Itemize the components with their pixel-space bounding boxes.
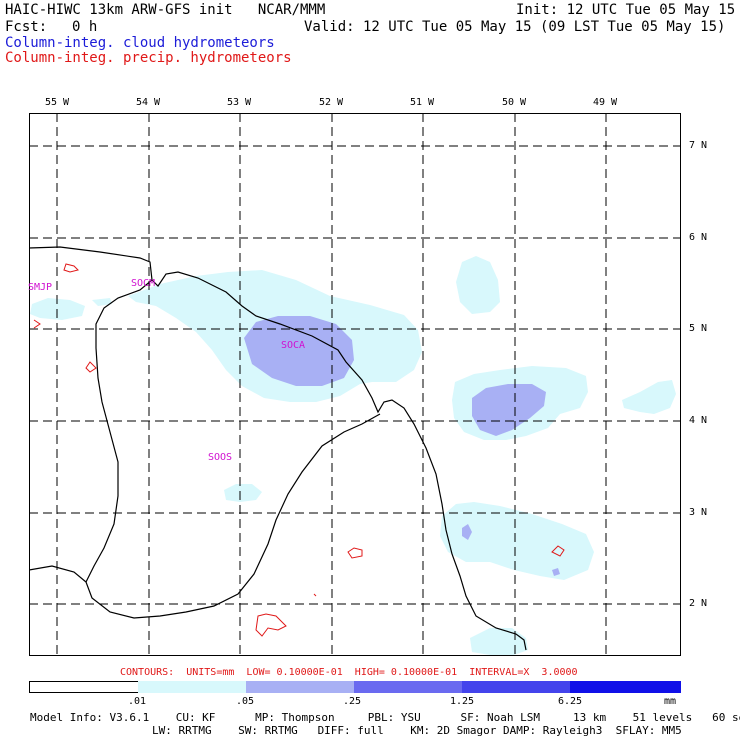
station-label: SMJP [28, 282, 53, 293]
valid-time: Valid: 12 UTC Tue 05 May 15 (09 LST Tue … [304, 19, 726, 35]
colorbar-label: .05 [236, 696, 255, 707]
lat-label: 5 N [689, 323, 708, 334]
lat-label: 6 N [689, 232, 708, 243]
colorbar-segment [246, 681, 354, 693]
lat-label: 4 N [689, 415, 708, 426]
cloud-shading-mid [244, 316, 560, 576]
colorbar-label: 6.25 [558, 696, 583, 707]
lat-lon-grid [29, 113, 681, 656]
contours-info: CONTOURS: UNITS=mm LOW= 0.10000E-01 HIGH… [120, 667, 578, 678]
station-label: SOCM [131, 278, 156, 289]
colorbar-label: 1.25 [450, 696, 475, 707]
forecast-hour: 0 h [72, 19, 98, 35]
colorbar-segment [462, 681, 570, 693]
lat-label: 3 N [689, 507, 708, 518]
map-plot [29, 113, 681, 656]
colorbar-label: .25 [343, 696, 362, 707]
cloud-shading-light [30, 256, 676, 655]
station-label: SOCA [281, 340, 306, 351]
lon-label: 55 W [45, 97, 70, 108]
map-border [29, 113, 681, 656]
colorbar-segment [354, 681, 462, 693]
lon-label: 54 W [136, 97, 161, 108]
colorbar-segment [138, 681, 246, 693]
forecast-label: Fcst: [5, 19, 48, 35]
colorbar-segment [29, 681, 139, 693]
model-info-line2: LW: RRTMG SW: RRTMG DIFF: full KM: 2D Sm… [152, 724, 682, 737]
lon-label: 51 W [410, 97, 435, 108]
field-cloud-label: Column-integ. cloud hydrometeors [5, 35, 275, 51]
coastline [29, 246, 527, 651]
station-label: SOOS [208, 452, 233, 463]
model-title: HAIC-HIWC 13km ARW-GFS init NCAR/MMM [5, 2, 326, 18]
precip-contours [33, 263, 565, 637]
lon-label: 53 W [227, 97, 252, 108]
model-info-line1: Model Info: V3.6.1 CU: KF MP: Thompson P… [30, 711, 740, 724]
colorbar [29, 681, 681, 693]
colorbar-segment [570, 681, 681, 693]
colorbar-label: .01 [128, 696, 147, 707]
init-time: Init: 12 UTC Tue 05 May 15 [516, 2, 736, 18]
lat-label: 7 N [689, 140, 708, 151]
lat-label: 2 N [689, 598, 708, 609]
lon-label: 49 W [593, 97, 618, 108]
colorbar-units: mm [664, 696, 677, 707]
lon-label: 52 W [319, 97, 344, 108]
field-precip-label: Column-integ. precip. hydrometeors [5, 50, 292, 66]
lon-label: 50 W [502, 97, 527, 108]
